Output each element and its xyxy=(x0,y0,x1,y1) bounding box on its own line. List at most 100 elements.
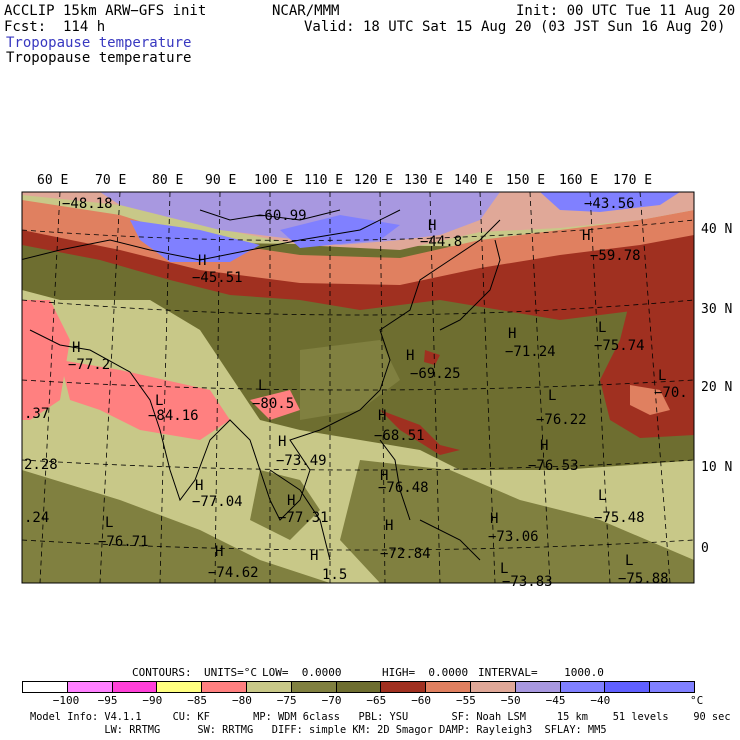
lon-label: 120 E xyxy=(354,173,394,188)
colorbar-swatch xyxy=(111,681,158,693)
mark: H xyxy=(428,218,436,234)
region-pink-india xyxy=(60,360,230,440)
region-pink-small xyxy=(250,390,300,420)
region-red-streak xyxy=(380,410,460,455)
contours-label: CONTOURS: xyxy=(132,666,192,679)
value-label: −76.71 xyxy=(98,534,149,550)
mark: L xyxy=(625,553,633,569)
colorbar-swatch xyxy=(246,681,292,693)
mark: H xyxy=(198,253,206,269)
value-label: −71.24 xyxy=(505,344,556,360)
value-label: .24 xyxy=(24,510,49,526)
region-red-band xyxy=(22,210,694,320)
region-salmon-pacific xyxy=(630,385,670,415)
mark: L xyxy=(500,561,508,577)
value-label: −75.48 xyxy=(594,510,645,526)
mark: H xyxy=(406,348,414,364)
lon-label: 80 E xyxy=(152,173,184,188)
mark: L xyxy=(155,393,163,409)
value-label: −75.74 xyxy=(594,338,645,354)
colorbar-label: −45 xyxy=(545,694,566,707)
colorbar-swatch xyxy=(290,681,337,693)
region-blue-west xyxy=(130,220,260,262)
colorbar-label: −85 xyxy=(187,694,208,707)
value-annotations: −48.18 −60.99 −43.56 −44.8 −45.51 −59.78… xyxy=(24,196,688,590)
mark: L xyxy=(105,515,113,531)
colorbar-label: −90 xyxy=(142,694,163,707)
region-olive-indochina xyxy=(250,470,320,540)
value-label: −76.53 xyxy=(528,458,579,474)
coastlines xyxy=(22,209,501,561)
lon-label: 60 E xyxy=(37,173,69,188)
valid-time: Valid: 18 UTC Sat 15 Aug 20 (03 JST Sun … xyxy=(304,19,726,35)
value-label: 1.5 xyxy=(322,567,347,583)
model-title: ACCLIP 15km ARW−GFS init xyxy=(4,3,207,19)
contours-high: HIGH= 0.0000 xyxy=(382,666,469,679)
mark: L xyxy=(258,378,266,394)
value-label: −73.49 xyxy=(276,453,327,469)
lon-label: 140 E xyxy=(454,173,494,188)
region-salmon-band xyxy=(22,200,694,285)
value-label: −69.25 xyxy=(410,366,461,382)
colorbar-swatch xyxy=(335,681,382,693)
colorbar-label: −50 xyxy=(500,694,521,707)
colorbar-label: −95 xyxy=(97,694,118,707)
colorbar-swatch xyxy=(156,681,203,693)
lon-label: 130 E xyxy=(404,173,444,188)
graticule xyxy=(22,192,694,583)
mark: H xyxy=(72,340,80,356)
colorbar-swatch xyxy=(649,681,695,693)
mark: H xyxy=(380,468,388,484)
region-red-pacific xyxy=(600,290,694,438)
lat-label: 0 xyxy=(701,541,709,556)
colorbar-swatch xyxy=(201,681,247,693)
lat-label: 10 N xyxy=(701,460,733,475)
value-label: −70. xyxy=(654,385,688,401)
value-label: −73.83 xyxy=(502,574,553,590)
value-label: −72.84 xyxy=(380,546,431,562)
colorbar-swatch xyxy=(470,681,516,693)
colorbar-swatch xyxy=(559,681,606,693)
value-label: −80.5 xyxy=(252,396,294,412)
value-label: −45.51 xyxy=(192,270,243,286)
colorbar-swatch xyxy=(514,681,561,693)
physics-info: LW: RRTMG SW: RRTMG DIFF: simple KM: 2D … xyxy=(30,724,607,736)
mark: L xyxy=(598,320,606,336)
value-label: −44.8 xyxy=(420,234,462,250)
value-label: −48.18 xyxy=(62,196,113,212)
mark: H xyxy=(310,548,318,564)
value-label: −74.62 xyxy=(208,565,259,581)
colorbar-label: −65 xyxy=(366,694,387,707)
colorbar-swatch xyxy=(380,681,427,693)
region-pink-west xyxy=(22,300,70,420)
colorbar-label: −75 xyxy=(276,694,297,707)
value-label: −76.48 xyxy=(378,480,429,496)
contours-units: UNITS=°C xyxy=(204,666,257,679)
mark: H xyxy=(385,518,393,534)
lon-label: 170 E xyxy=(613,173,653,188)
lon-label: 160 E xyxy=(559,173,599,188)
colorbar-swatch xyxy=(66,681,113,693)
region-blue-center xyxy=(280,215,400,248)
lat-label: 20 N xyxy=(701,380,733,395)
colorbar-label: −55 xyxy=(456,694,476,707)
colorbar-label: −60 xyxy=(411,694,432,707)
lon-label: 100 E xyxy=(254,173,294,188)
init-time: Init: 00 UTC Tue 11 Aug 20 xyxy=(516,3,736,19)
lon-label: 70 E xyxy=(95,173,127,188)
mark: H xyxy=(378,408,386,424)
hl-marks: H H H H L H L H L L L H H H H H H L H H … xyxy=(72,218,666,577)
org-label: NCAR/MMM xyxy=(272,3,340,19)
map-frame xyxy=(21,191,695,584)
mark: H xyxy=(508,326,516,342)
value-label: .37 xyxy=(24,406,49,422)
mark: H xyxy=(195,478,203,494)
colorbar-swatch xyxy=(604,681,651,693)
mark: L xyxy=(548,388,556,404)
value-label: −77.2 xyxy=(68,357,110,373)
colorbar-label: −100 xyxy=(52,694,80,707)
lat-label: 30 N xyxy=(701,302,733,317)
value-label: −77.31 xyxy=(278,510,329,526)
value-label: −75.88 xyxy=(618,571,669,587)
